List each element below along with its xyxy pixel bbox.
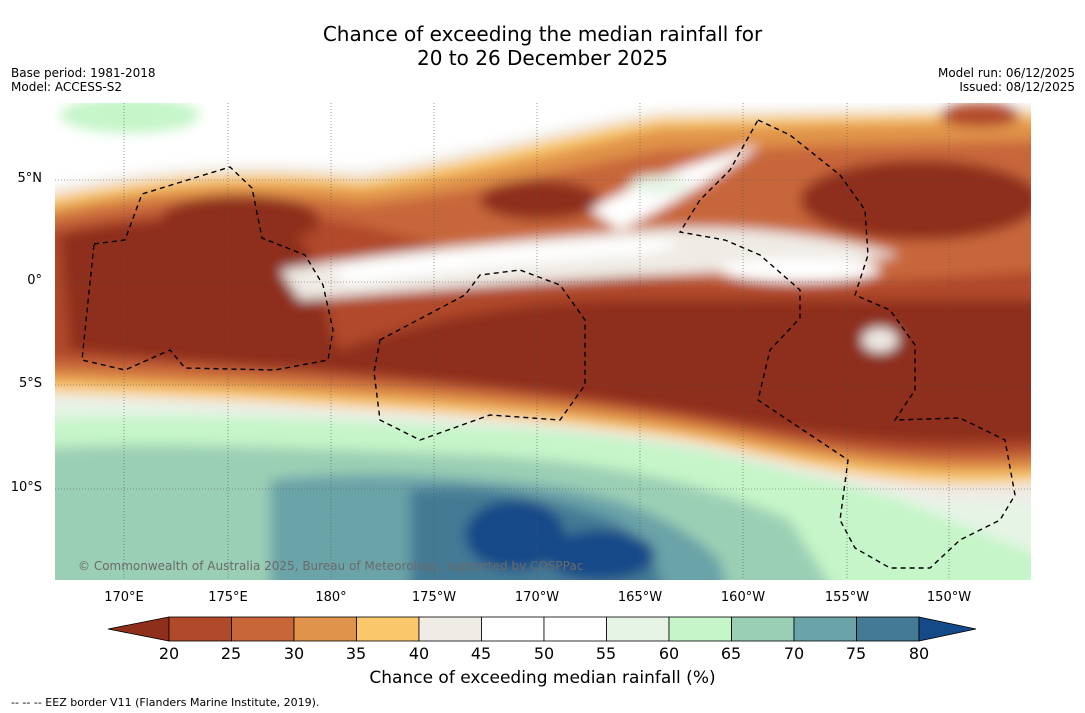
field-50-east bbox=[720, 258, 880, 282]
lon-label-170e: 170°E bbox=[104, 590, 144, 605]
eez-border-kiribati-west bbox=[81, 166, 334, 371]
field-85b bbox=[545, 530, 655, 580]
field-45-spot bbox=[862, 328, 898, 352]
colorbar-tick: 30 bbox=[283, 644, 305, 663]
field-60-north bbox=[630, 175, 690, 195]
model-info: Base period: 1981-2018 Model: ACCESS-S2 bbox=[11, 66, 156, 94]
title-line-1: Chance of exceeding the median rainfall … bbox=[322, 22, 763, 46]
colorbar-tick: 65 bbox=[720, 644, 742, 663]
colorbar-low-arrow bbox=[107, 616, 170, 642]
colorbar-tick: 50 bbox=[533, 644, 555, 663]
colorbar-segment bbox=[543, 616, 607, 642]
eez-border-tokelau bbox=[373, 269, 586, 441]
rainfall-fields bbox=[55, 103, 1031, 580]
field-20-north bbox=[480, 180, 600, 220]
field-20-nw bbox=[160, 195, 320, 245]
lat-label-10s: 10°S bbox=[10, 480, 42, 495]
colorbar-tick: 55 bbox=[595, 644, 617, 663]
colorbar-tick: 45 bbox=[470, 644, 492, 663]
colorbar-tick: 20 bbox=[158, 644, 180, 663]
colorbar-segment bbox=[481, 616, 545, 642]
lon-label-165w: 165°W bbox=[617, 590, 663, 605]
title-line-2: 20 to 26 December 2025 bbox=[416, 46, 668, 70]
field-85 bbox=[465, 500, 565, 570]
colorbar-segment bbox=[231, 616, 295, 642]
colorbar-segment bbox=[668, 616, 732, 642]
colorbar bbox=[107, 616, 977, 642]
rainfall-map bbox=[55, 103, 1031, 580]
colorbar-segment bbox=[793, 616, 857, 642]
lon-label-150w: 150°W bbox=[926, 590, 972, 605]
colorbar-tick: 60 bbox=[658, 644, 680, 663]
field-50-streak bbox=[330, 239, 677, 285]
colorbar-tick: 25 bbox=[220, 644, 242, 663]
colorbar-tick: 80 bbox=[908, 644, 930, 663]
lon-label-170w: 170°W bbox=[514, 590, 560, 605]
eez-border-kiribati-line bbox=[678, 119, 1016, 569]
colorbar-segment bbox=[731, 616, 795, 642]
issued-date: Issued: 08/12/2025 bbox=[959, 80, 1075, 94]
field-45-streak bbox=[280, 227, 900, 300]
field-25-ne-corner bbox=[940, 103, 1020, 127]
lon-label-155w: 155°W bbox=[824, 590, 870, 605]
base-period: Base period: 1981-2018 bbox=[11, 66, 156, 80]
map-title: Chance of exceeding the median rainfall … bbox=[0, 22, 1085, 70]
colorbar-tick: 70 bbox=[783, 644, 805, 663]
lon-label-160w: 160°W bbox=[720, 590, 766, 605]
copyright-notice: © Commonwealth of Australia 2025, Bureau… bbox=[78, 559, 584, 573]
colorbar-tick: 75 bbox=[845, 644, 867, 663]
colorbar-segment bbox=[606, 616, 670, 642]
lat-label-5s: 5°S bbox=[18, 376, 42, 391]
lon-label-175e: 175°E bbox=[208, 590, 248, 605]
colorbar-tick: 35 bbox=[345, 644, 367, 663]
colorbar-segment bbox=[293, 616, 357, 642]
lon-label-180: 180° bbox=[315, 590, 347, 605]
colorbar-segment bbox=[418, 616, 482, 642]
lon-label-175w: 175°W bbox=[411, 590, 457, 605]
colorbar-segment bbox=[356, 616, 420, 642]
eez-footnote: -- -- -- EEZ border V11 (Flanders Marine… bbox=[11, 696, 320, 709]
colorbar-high-arrow bbox=[918, 616, 977, 642]
model-name: Model: ACCESS-S2 bbox=[11, 80, 123, 94]
colorbar-label: Chance of exceeding median rainfall (%) bbox=[369, 668, 716, 688]
eez-borders bbox=[81, 119, 1016, 569]
lat-label-5n: 5°N bbox=[17, 171, 43, 186]
graticule bbox=[55, 103, 1031, 580]
run-info: Model run: 06/12/2025 Issued: 08/12/2025 bbox=[938, 66, 1075, 94]
field-nw-green bbox=[60, 103, 200, 133]
colorbar-tick: 40 bbox=[408, 644, 430, 663]
model-run: Model run: 06/12/2025 bbox=[937, 66, 1075, 80]
colorbar-segment bbox=[856, 616, 920, 642]
colorbar-segment bbox=[168, 616, 232, 642]
lat-label-0: 0° bbox=[27, 273, 42, 288]
